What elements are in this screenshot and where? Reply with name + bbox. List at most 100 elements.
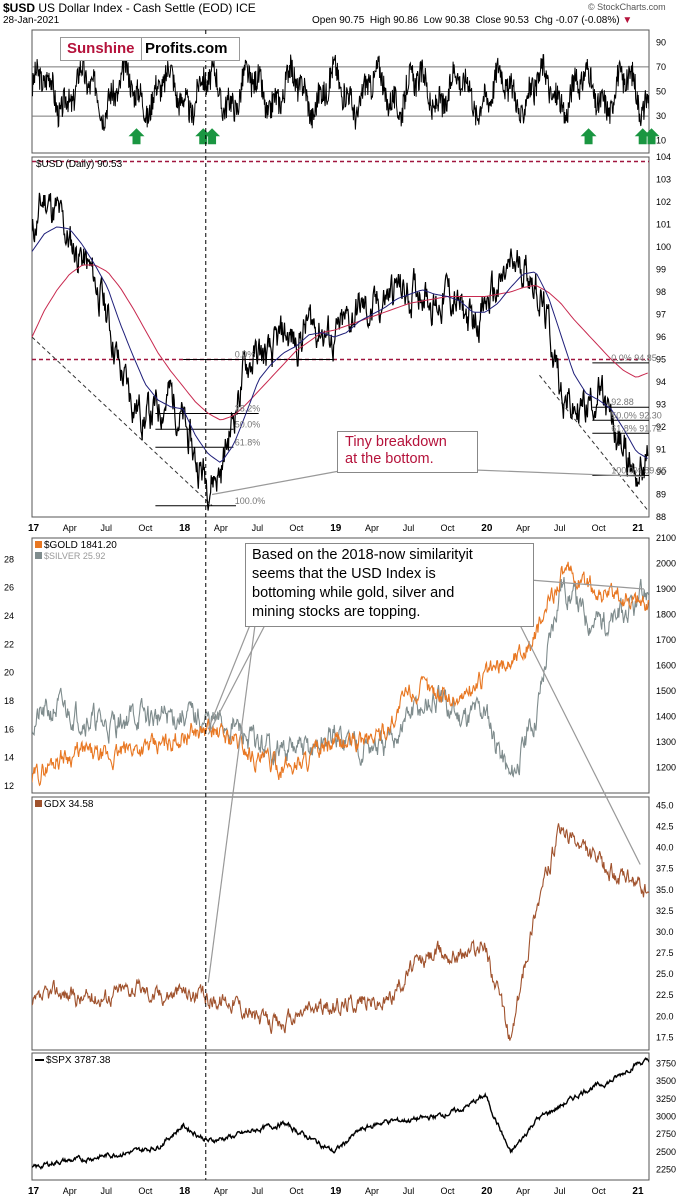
silver-legend-swatch [35, 552, 42, 559]
spx-tick-3250: 3250 [656, 1094, 676, 1104]
usd-tick-103: 103 [656, 175, 671, 185]
spx-tick-3750: 3750 [656, 1059, 676, 1069]
x-label-18-1: 18 [179, 1186, 191, 1197]
similarity-note: Based on the 2018-now similarityit seems… [245, 543, 534, 627]
pointer-line-4 [207, 624, 251, 730]
similarity-text-2: seems that the USD Index is [252, 566, 436, 582]
gdx-tick-20: 20.0 [656, 1011, 674, 1021]
chart-header-title: $USD US Dollar Index - Cash Settle (EOD)… [3, 1, 256, 15]
pointer-line-3 [207, 624, 256, 983]
fib17-label-3: 61.8% [235, 437, 261, 447]
usd-tick-90: 90 [656, 467, 666, 477]
usd-tick-100: 100 [656, 242, 671, 252]
silver-tick-20: 20 [4, 668, 14, 678]
fib17-label-4: 100.0% [235, 496, 266, 506]
x-label-Jul-1: Jul [252, 1186, 264, 1196]
silver-tick-26: 26 [4, 583, 14, 593]
up-arrow-icon [634, 128, 651, 145]
series-layer [31, 53, 660, 1171]
spx-line [32, 1057, 649, 1171]
panel-frame-gdx [31, 796, 650, 1051]
spx-tick-3500: 3500 [656, 1076, 676, 1086]
x-label-Apr-0: Apr [214, 523, 228, 533]
annotation-lines [205, 30, 645, 1180]
silver-tick-18: 18 [4, 696, 14, 706]
index-name: US Dollar Index - Cash Settle (EOD) [38, 1, 233, 15]
usd-title: $USD (Daily) 90.53 [36, 159, 123, 170]
pointer-line-0 [211, 469, 346, 496]
up-arrow-icon [204, 128, 221, 145]
silver-tick-14: 14 [4, 753, 14, 763]
fib17-label-2: 50.0% [235, 419, 261, 429]
fib21-label-1: 92.88 [611, 397, 634, 407]
silver-tick-16: 16 [4, 724, 14, 734]
gold-tick-1200: 1200 [656, 763, 676, 773]
x-label-Jul-1: Jul [101, 1186, 113, 1196]
gold-tick-1700: 1700 [656, 635, 676, 645]
x-label-Jul-1: Jul [554, 1186, 566, 1196]
rsi-line [32, 53, 649, 131]
chart-date: 28-Jan-2021 [3, 15, 60, 26]
open-value: 90.75 [339, 15, 365, 26]
gold-tick-1900: 1900 [656, 584, 676, 594]
x-label-21-0: 21 [632, 523, 644, 534]
close-label: Close [475, 15, 502, 26]
x-label-Apr-1: Apr [214, 1186, 228, 1196]
x-label-Oct-1: Oct [138, 1186, 153, 1196]
gold-tick-1600: 1600 [656, 661, 676, 671]
close-value: 90.53 [503, 15, 529, 26]
trend-line-2020 [539, 374, 649, 511]
gold-legend: $GOLD 1841.20 [44, 540, 117, 551]
fib21-label-0: 0.0% 94.85 [611, 353, 657, 363]
x-label-21-1: 21 [632, 1186, 644, 1197]
gdx-tick-27.5: 27.5 [656, 948, 674, 958]
panel-frame-gold [31, 537, 650, 794]
chg-value: -0.07 (-0.08%) [555, 15, 620, 26]
spx-tick-3000: 3000 [656, 1112, 676, 1122]
similarity-text-1: Based on the 2018-now similarityit [252, 547, 473, 563]
logo: Sunshine Profits.com [60, 37, 240, 61]
usd-tick-92: 92 [656, 422, 666, 432]
usd-tick-99: 99 [656, 265, 666, 275]
logo-profits: Profits.com [145, 40, 228, 57]
gdx-title: GDX 34.58 [44, 799, 94, 810]
panel-frame-spx [31, 1052, 650, 1181]
breakdown-text-1: Tiny breakdown [345, 434, 447, 450]
x-label-Jul-0: Jul [403, 523, 415, 533]
x-label-Jul-1: Jul [403, 1186, 415, 1196]
usd-tick-91: 91 [656, 445, 666, 455]
gdx-tick-40: 40.0 [656, 843, 674, 853]
chg-label: Chg [534, 15, 553, 26]
x-label-Oct-1: Oct [289, 1186, 304, 1196]
up-arrow-icon [195, 128, 212, 145]
rsi-tick-10: 10 [656, 136, 666, 146]
gdx-tick-30: 30.0 [656, 927, 674, 937]
low-value: 90.38 [444, 15, 470, 26]
pointer-line-5 [519, 624, 641, 865]
gdx-tick-37.5: 37.5 [656, 864, 674, 874]
gold-tick-2000: 2000 [656, 559, 676, 569]
high-value: 90.86 [393, 15, 419, 26]
usd-tick-97: 97 [656, 310, 666, 320]
x-label-Oct-1: Oct [592, 1186, 607, 1196]
rsi-tick-70: 70 [656, 62, 666, 72]
gdx-legend-swatch [35, 800, 42, 807]
gdx-tick-17.5: 17.5 [656, 1032, 674, 1042]
gold-tick-2100: 2100 [656, 533, 676, 543]
fib17-label-0: 0.0% [235, 350, 256, 360]
similarity-text-4: mining stocks are topping. [252, 604, 421, 620]
down-triangle-icon: ▼ [622, 15, 633, 26]
x-label-Oct-0: Oct [138, 523, 153, 533]
x-label-18-0: 18 [179, 523, 191, 534]
gold-legend-swatch [35, 541, 42, 548]
fib17-label-1: 38.2% [235, 404, 261, 414]
x-label-19-1: 19 [330, 1186, 342, 1197]
usd-tick-89: 89 [656, 490, 666, 500]
fib21-label-3: 61.8% 91.72 [611, 423, 662, 433]
x-label-17-1: 17 [28, 1186, 40, 1197]
x-label-Oct-1: Oct [441, 1186, 456, 1196]
rsi-tick-30: 30 [656, 111, 666, 121]
trend-line-2017 [31, 336, 213, 507]
x-label-Apr-0: Apr [516, 523, 530, 533]
